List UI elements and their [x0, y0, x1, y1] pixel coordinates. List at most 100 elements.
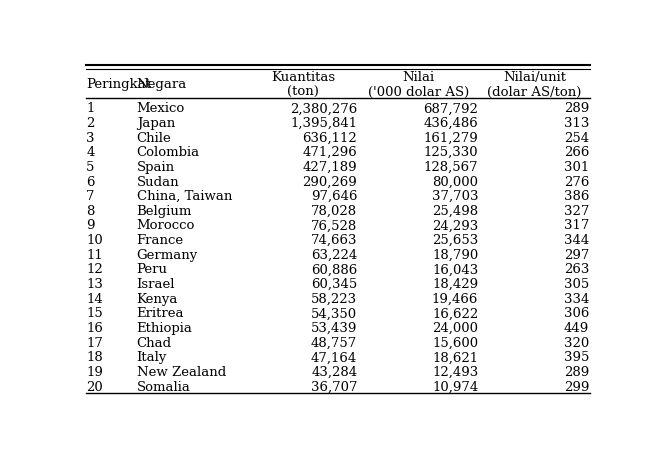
Text: 78,028: 78,028 [311, 204, 358, 217]
Text: Eritrea: Eritrea [136, 307, 184, 319]
Text: 97,646: 97,646 [311, 190, 358, 203]
Text: 24,293: 24,293 [432, 219, 478, 232]
Text: 12: 12 [86, 263, 103, 276]
Text: 289: 289 [564, 365, 589, 378]
Text: 24,000: 24,000 [432, 321, 478, 334]
Text: 18,621: 18,621 [432, 350, 478, 363]
Text: 7: 7 [86, 190, 95, 203]
Text: 161,279: 161,279 [423, 131, 478, 144]
Text: Spain: Spain [136, 161, 175, 174]
Text: 320: 320 [564, 336, 589, 349]
Text: 14: 14 [86, 292, 103, 305]
Text: 16,622: 16,622 [432, 307, 478, 319]
Text: 449: 449 [564, 321, 589, 334]
Text: Sudan: Sudan [136, 175, 179, 188]
Text: 19,466: 19,466 [432, 292, 478, 305]
Text: 2,380,276: 2,380,276 [290, 102, 358, 115]
Text: Kuantitas
(ton): Kuantitas (ton) [271, 70, 335, 99]
Text: 289: 289 [564, 102, 589, 115]
Text: 19: 19 [86, 365, 103, 378]
Text: 20: 20 [86, 380, 103, 393]
Text: 36,707: 36,707 [311, 380, 358, 393]
Text: France: France [136, 234, 184, 247]
Text: Germany: Germany [136, 248, 198, 261]
Text: 60,886: 60,886 [311, 263, 358, 276]
Text: 263: 263 [564, 263, 589, 276]
Text: 299: 299 [564, 380, 589, 393]
Text: Kenya: Kenya [136, 292, 178, 305]
Text: 301: 301 [564, 161, 589, 174]
Text: Belgium: Belgium [136, 204, 192, 217]
Text: 74,663: 74,663 [311, 234, 358, 247]
Text: 37,703: 37,703 [432, 190, 478, 203]
Text: 276: 276 [564, 175, 589, 188]
Text: 317: 317 [564, 219, 589, 232]
Text: 125,330: 125,330 [424, 146, 478, 159]
Text: 297: 297 [564, 248, 589, 261]
Text: Ethiopia: Ethiopia [136, 321, 192, 334]
Text: 687,792: 687,792 [423, 102, 478, 115]
Text: 63,224: 63,224 [311, 248, 358, 261]
Text: 128,567: 128,567 [424, 161, 478, 174]
Text: 48,757: 48,757 [311, 336, 358, 349]
Text: 334: 334 [564, 292, 589, 305]
Text: 25,498: 25,498 [432, 204, 478, 217]
Text: 305: 305 [564, 277, 589, 290]
Text: 16,043: 16,043 [432, 263, 478, 276]
Text: Somalia: Somalia [136, 380, 190, 393]
Text: 344: 344 [564, 234, 589, 247]
Text: Peringkat: Peringkat [86, 78, 151, 91]
Text: 53,439: 53,439 [311, 321, 358, 334]
Text: 313: 313 [564, 117, 589, 130]
Text: Chile: Chile [136, 131, 172, 144]
Text: 327: 327 [564, 204, 589, 217]
Text: Negara: Negara [136, 78, 187, 91]
Text: 1,395,841: 1,395,841 [290, 117, 358, 130]
Text: 471,296: 471,296 [302, 146, 358, 159]
Text: 54,350: 54,350 [311, 307, 358, 319]
Text: 18,790: 18,790 [432, 248, 478, 261]
Text: 9: 9 [86, 219, 95, 232]
Text: 436,486: 436,486 [423, 117, 478, 130]
Text: 18: 18 [86, 350, 103, 363]
Text: 636,112: 636,112 [302, 131, 358, 144]
Text: New Zealand: New Zealand [136, 365, 226, 378]
Text: 254: 254 [564, 131, 589, 144]
Text: 18,429: 18,429 [432, 277, 478, 290]
Text: Peru: Peru [136, 263, 168, 276]
Text: Nilai
('000 dolar AS): Nilai ('000 dolar AS) [368, 70, 469, 99]
Text: 16: 16 [86, 321, 103, 334]
Text: 10,974: 10,974 [432, 380, 478, 393]
Text: 11: 11 [86, 248, 103, 261]
Text: 4: 4 [86, 146, 95, 159]
Text: Israel: Israel [136, 277, 175, 290]
Text: 427,189: 427,189 [303, 161, 358, 174]
Text: 386: 386 [564, 190, 589, 203]
Text: Morocco: Morocco [136, 219, 195, 232]
Text: 10: 10 [86, 234, 103, 247]
Text: 6: 6 [86, 175, 95, 188]
Text: 17: 17 [86, 336, 103, 349]
Text: 58,223: 58,223 [311, 292, 358, 305]
Text: 80,000: 80,000 [432, 175, 478, 188]
Text: 5: 5 [86, 161, 95, 174]
Text: 13: 13 [86, 277, 103, 290]
Text: Mexico: Mexico [136, 102, 185, 115]
Text: Chad: Chad [136, 336, 172, 349]
Text: 306: 306 [564, 307, 589, 319]
Text: China, Taiwan: China, Taiwan [136, 190, 232, 203]
Text: 2: 2 [86, 117, 95, 130]
Text: 266: 266 [564, 146, 589, 159]
Text: 15,600: 15,600 [432, 336, 478, 349]
Text: Japan: Japan [136, 117, 175, 130]
Text: 290,269: 290,269 [302, 175, 358, 188]
Text: 395: 395 [564, 350, 589, 363]
Text: 25,653: 25,653 [432, 234, 478, 247]
Text: Colombia: Colombia [136, 146, 200, 159]
Text: Nilai/unit
(dolar AS/ton): Nilai/unit (dolar AS/ton) [488, 70, 582, 99]
Text: 8: 8 [86, 204, 95, 217]
Text: 1: 1 [86, 102, 95, 115]
Text: 76,528: 76,528 [311, 219, 358, 232]
Text: 47,164: 47,164 [311, 350, 358, 363]
Text: Italy: Italy [136, 350, 167, 363]
